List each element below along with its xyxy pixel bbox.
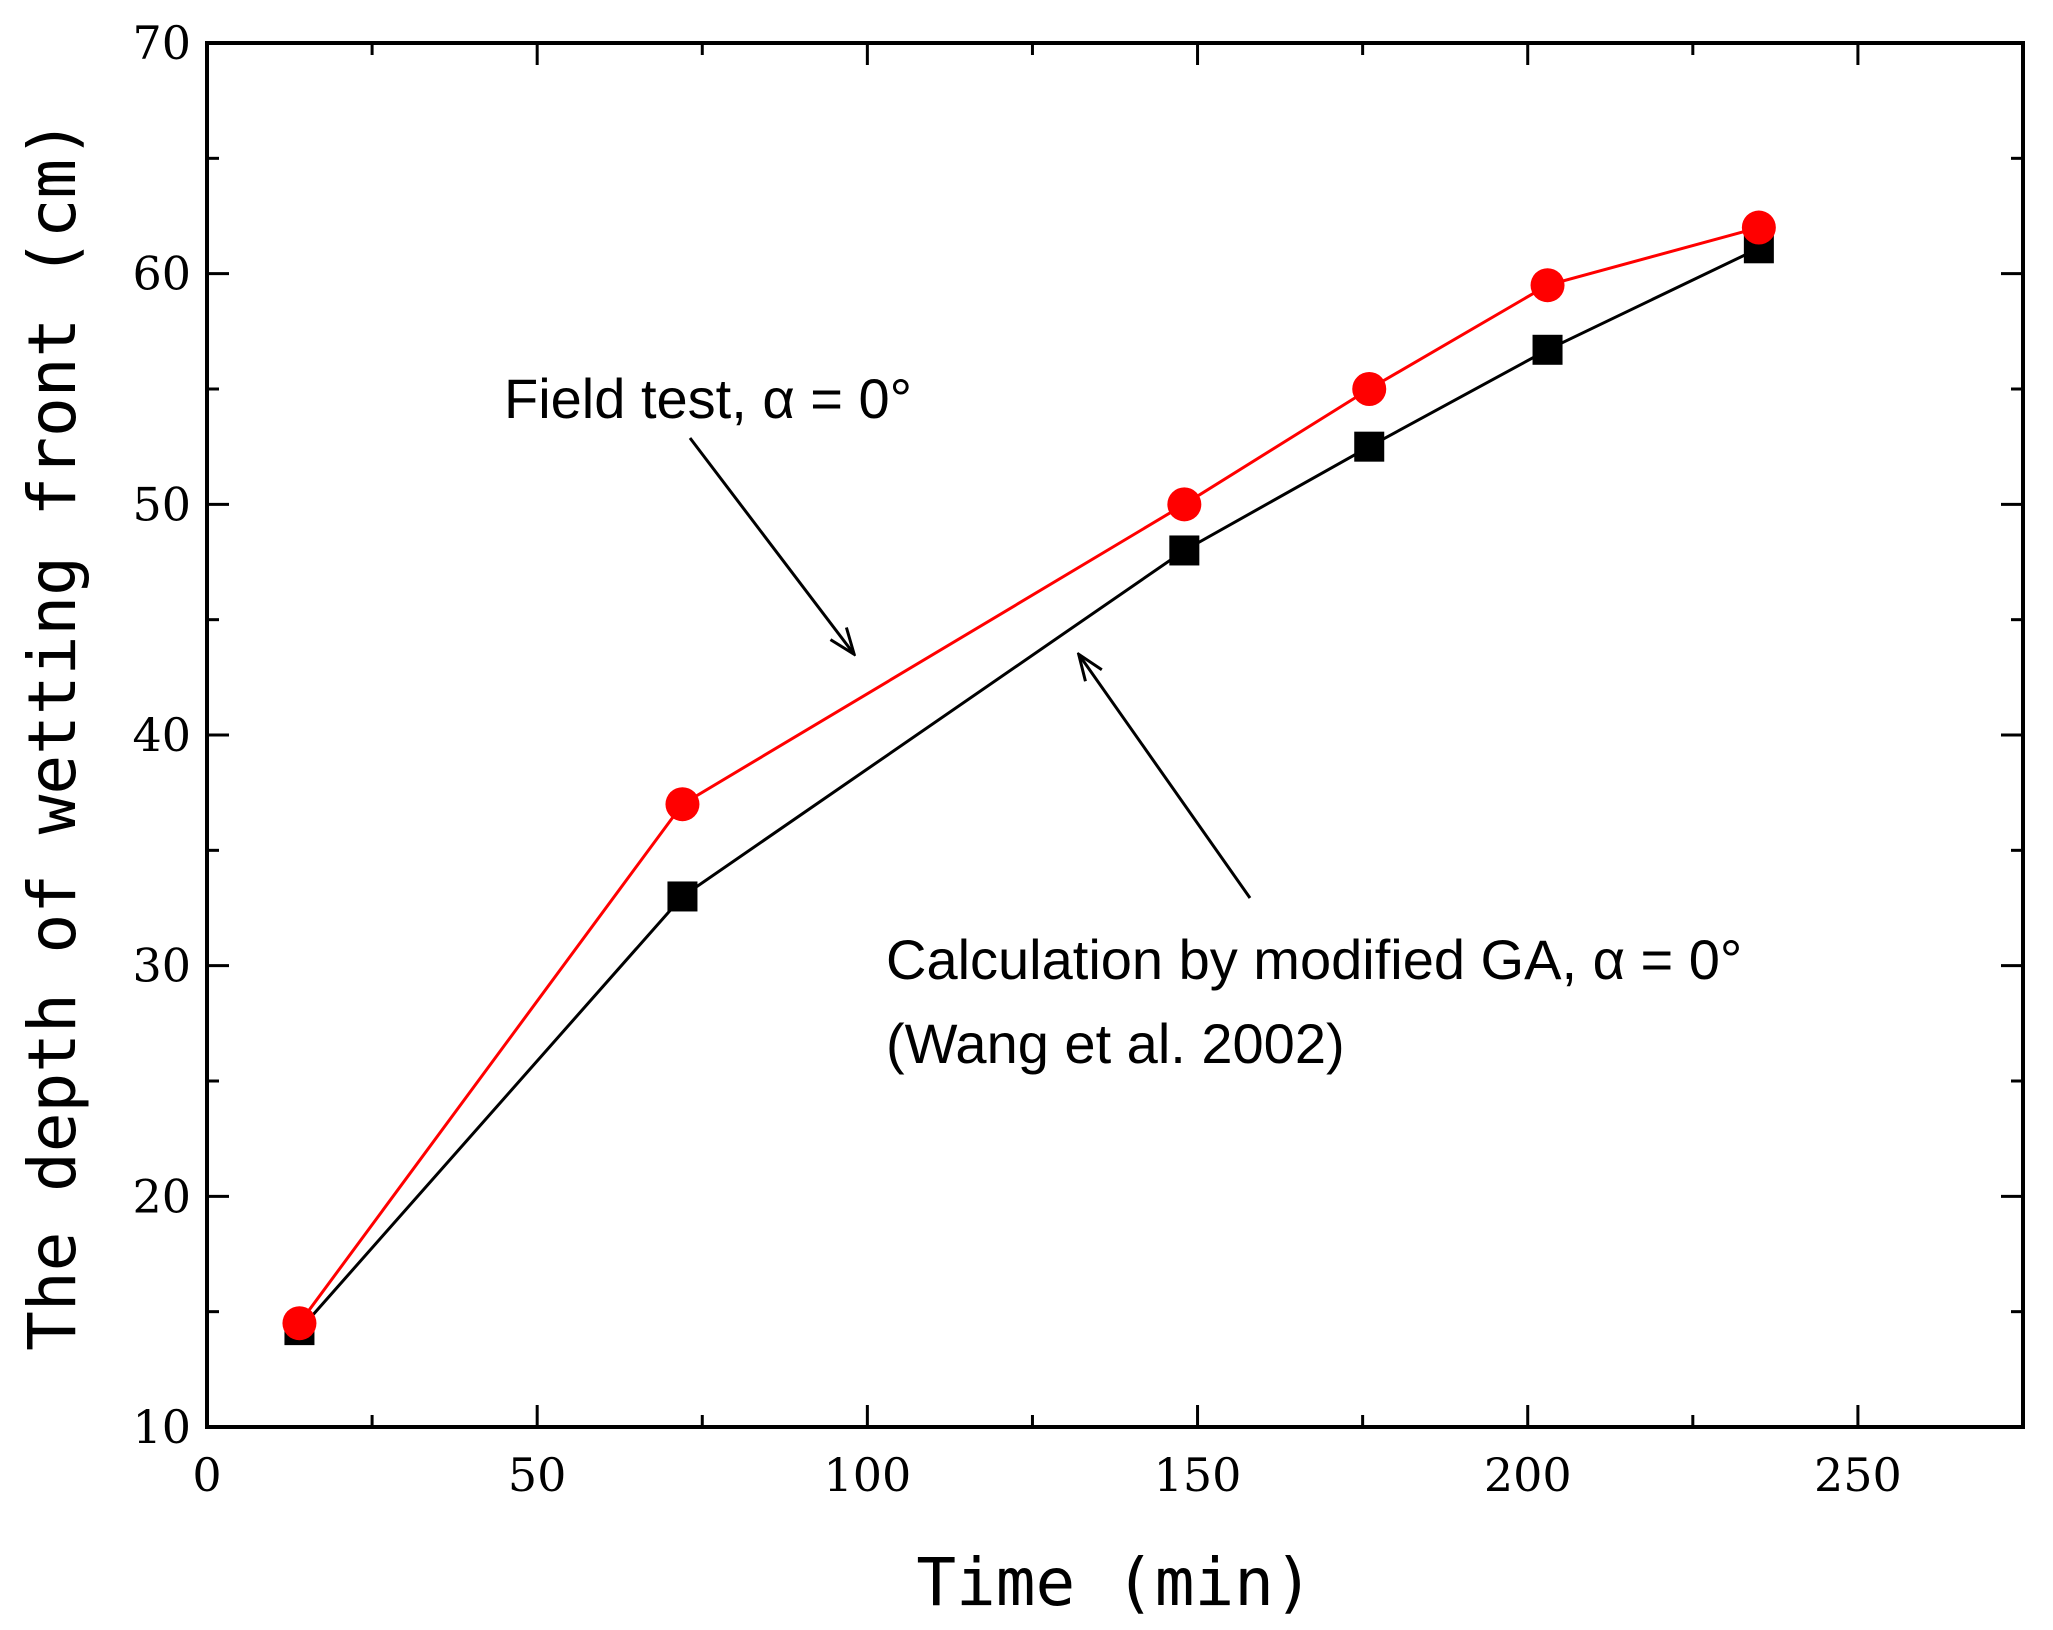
series-line-1 xyxy=(298,226,1760,1325)
y-tick-label: 40 xyxy=(132,708,191,762)
y-tick-label: 20 xyxy=(132,1169,191,1223)
x-tick-label: 100 xyxy=(823,1448,911,1502)
axis-tick-labels: 0 50 100 150 200 250 10 20 30 40 50 60 70 xyxy=(132,16,1901,1502)
x-tick-label: 200 xyxy=(1484,1448,1572,1502)
series-1-point xyxy=(665,787,700,822)
series-0-point xyxy=(1354,431,1385,462)
annotation-calculation-arrow xyxy=(1079,654,1252,899)
axis-ticks xyxy=(205,41,2023,1429)
y-axis-title: The depth of wetting front (cm) xyxy=(14,119,91,1351)
series-0-point xyxy=(1532,334,1563,365)
annotation-calculation-source: (Wang et al. 2002) xyxy=(886,1012,1345,1075)
series-0-point xyxy=(667,881,698,912)
series-line-0 xyxy=(298,246,1760,1332)
x-tick-label: 0 xyxy=(192,1448,221,1502)
x-tick-label: 250 xyxy=(1814,1448,1902,1502)
series-0-point xyxy=(1169,535,1200,566)
y-tick-label: 10 xyxy=(132,1400,191,1454)
annotation-field-test: Field test, α = 0° xyxy=(504,367,912,430)
series-1-point xyxy=(1741,210,1776,245)
series-1-point xyxy=(1167,487,1202,522)
x-axis-title: Time (min) xyxy=(916,1544,1313,1621)
x-tick-label: 150 xyxy=(1154,1448,1242,1502)
annotation-calculation: Calculation by modified GA, α = 0° xyxy=(886,928,1742,991)
x-tick-label: 50 xyxy=(508,1448,567,1502)
y-tick-label: 30 xyxy=(132,939,191,993)
series-1-point xyxy=(282,1306,317,1341)
annotation-layer: Field test, α = 0° Calculation by modifi… xyxy=(504,367,1742,1075)
y-tick-label: 50 xyxy=(132,477,191,531)
y-tick-label: 60 xyxy=(132,247,191,301)
y-tick-label: 70 xyxy=(132,16,191,70)
series-1-point xyxy=(1530,268,1565,303)
series-layer xyxy=(282,210,1776,1346)
annotation-field-test-arrow xyxy=(688,437,854,654)
series-1-point xyxy=(1352,372,1387,406)
